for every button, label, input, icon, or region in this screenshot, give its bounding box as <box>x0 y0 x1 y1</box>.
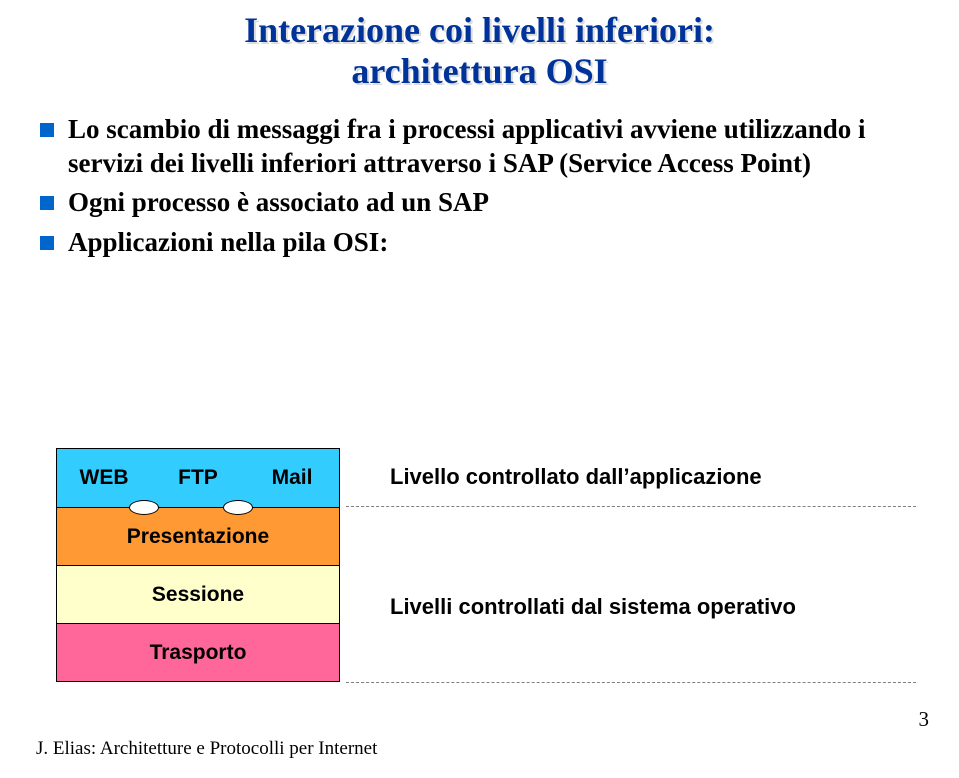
diagram-side-label: Livelli controllati dal sistema operativ… <box>390 594 796 620</box>
footer-text: J. Elias: Architetture e Protocolli per … <box>36 738 377 760</box>
bullet-list: Lo scambio di messaggi fra i processi ap… <box>40 113 919 260</box>
bullet-item: Ogni processo è associato ad un SAP <box>40 186 919 220</box>
app-cell: FTP <box>151 466 245 490</box>
page-number: 3 <box>919 707 930 732</box>
stack-row-label: Trasporto <box>150 641 247 665</box>
slide-page: Interazione coi livelli inferiori: archi… <box>0 0 959 778</box>
dashed-separator <box>346 682 916 683</box>
stack-row-layer: Trasporto <box>57 623 339 681</box>
stack-row-label: Sessione <box>152 583 244 607</box>
bullet-text: Lo scambio di messaggi fra i processi ap… <box>68 113 919 181</box>
dashed-separator <box>346 506 916 507</box>
bullet-item: Applicazioni nella pila OSI: <box>40 226 919 260</box>
osi-diagram: WEBFTPMail Presentazione Sessione Trasporto… <box>40 448 920 708</box>
bullet-item: Lo scambio di messaggi fra i processi ap… <box>40 113 919 181</box>
stack-row-label: Presentazione <box>127 525 269 549</box>
stack-row-applications: WEBFTPMail <box>57 449 339 507</box>
bullet-square-icon <box>40 236 54 250</box>
osi-stack: WEBFTPMail Presentazione Sessione Trasporto <box>56 448 340 682</box>
app-cell: Mail <box>245 466 339 490</box>
app-cell: WEB <box>57 466 151 490</box>
stack-row-layer: Presentazione <box>57 507 339 565</box>
bullet-text: Ogni processo è associato ad un SAP <box>68 186 489 220</box>
slide-title: Interazione coi livelli inferiori: archi… <box>0 0 959 93</box>
diagram-side-label: Livello controllato dall’applicazione <box>390 464 762 490</box>
sap-oval-icon <box>223 500 253 515</box>
sap-oval-icon <box>129 500 159 515</box>
title-line-2: architettura OSI <box>0 51 959 92</box>
bullet-square-icon <box>40 123 54 137</box>
bullet-square-icon <box>40 196 54 210</box>
title-line-1: Interazione coi livelli inferiori: <box>0 10 959 51</box>
stack-row-layer: Sessione <box>57 565 339 623</box>
bullet-text: Applicazioni nella pila OSI: <box>68 226 388 260</box>
